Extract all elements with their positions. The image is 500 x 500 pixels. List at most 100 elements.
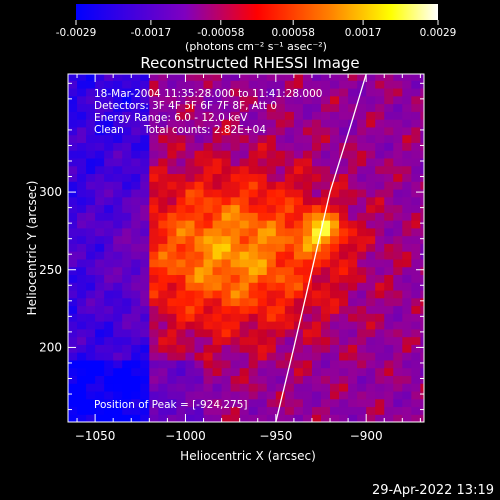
- heatmap-cell: [221, 126, 232, 136]
- heatmap-cell: [86, 95, 96, 105]
- heatmap-cell: [402, 204, 412, 213]
- heatmap-cell: [393, 103, 403, 112]
- heatmap-cell: [104, 297, 114, 307]
- heatmap-cell: [393, 406, 403, 415]
- heatmap-cell: [411, 297, 421, 307]
- heatmap-cell: [320, 126, 331, 136]
- heatmap-cell: [131, 103, 141, 112]
- heatmap-cell: [411, 289, 421, 299]
- heatmap-cell: [330, 142, 340, 151]
- heatmap-cell: [330, 103, 340, 112]
- heatmap-cell: [248, 103, 259, 112]
- heatmap-cell: [86, 220, 96, 229]
- heatmap-cell: [366, 352, 376, 361]
- heatmap-cell: [86, 266, 96, 276]
- heatmap-cell: [257, 406, 268, 415]
- heatmap-cell: [104, 359, 114, 369]
- heatmap-cell: [104, 414, 114, 422]
- heatmap-cell: [348, 142, 358, 151]
- heatmap-cell: [95, 134, 105, 143]
- heatmap-cell: [131, 258, 141, 268]
- heatmap-cell: [275, 80, 286, 89]
- heatmap-cell: [357, 196, 367, 206]
- heatmap-cell: [357, 359, 367, 369]
- heatmap-cell: [185, 173, 196, 182]
- heatmap-cell: [140, 212, 150, 221]
- heatmap-cell: [68, 235, 78, 244]
- heatmap-cell: [194, 266, 205, 276]
- heatmap-cell: [266, 150, 277, 159]
- heatmap-cell: [320, 398, 331, 408]
- heatmap-cell: [104, 196, 114, 206]
- heatmap-cell: [122, 398, 132, 408]
- heatmap-cell: [284, 188, 295, 198]
- heatmap-cell: [68, 150, 78, 159]
- heatmap-cell: [311, 328, 322, 338]
- heatmap-cell: [68, 74, 78, 81]
- heatmap-cell: [104, 398, 114, 408]
- heatmap-cell: [284, 181, 295, 190]
- heatmap-cell: [293, 126, 304, 136]
- heatmap-cell: [185, 305, 196, 314]
- heatmap-cell: [239, 243, 250, 252]
- heatmap-cell: [330, 414, 340, 422]
- heatmap-cell: [230, 336, 241, 345]
- heatmap-cell: [176, 126, 187, 136]
- heatmap-cell: [384, 95, 394, 105]
- heatmap-cell: [266, 235, 277, 244]
- heatmap-cell: [284, 398, 295, 408]
- heatmap-cell: [366, 297, 376, 307]
- heatmap-cell: [68, 126, 78, 136]
- heatmap-cell: [185, 165, 196, 175]
- heatmap-cell: [293, 212, 304, 221]
- heatmap-cell: [239, 367, 250, 376]
- heatmap-cell: [167, 258, 178, 268]
- heatmap-cell: [384, 414, 394, 422]
- heatmap-cell: [366, 313, 376, 322]
- heatmap-cell: [68, 390, 78, 400]
- heatmap-cell: [357, 266, 367, 276]
- heatmap-cell: [203, 87, 214, 97]
- heatmap-cell: [77, 150, 87, 159]
- heatmap-cell: [212, 289, 223, 299]
- heatmap-cell: [176, 344, 187, 353]
- heatmap-cell: [203, 258, 214, 268]
- heatmap-cell: [239, 150, 250, 159]
- heatmap-cell: [257, 119, 268, 128]
- heatmap-cell: [248, 375, 259, 384]
- heatmap-cell: [140, 196, 150, 206]
- heatmap-cell: [95, 258, 105, 268]
- heatmap-cell: [230, 305, 241, 314]
- heatmap-cell: [384, 111, 394, 120]
- y-tick-label: 200: [39, 340, 62, 354]
- heatmap-cell: [384, 188, 394, 198]
- heatmap-cell: [348, 181, 358, 190]
- heatmap-cell: [68, 173, 78, 182]
- heatmap-cell: [77, 220, 87, 229]
- heatmap-cell: [221, 173, 232, 182]
- heatmap-cell: [194, 165, 205, 175]
- heatmap-cell: [320, 289, 331, 299]
- heatmap-cell: [140, 188, 150, 198]
- heatmap-cell: [275, 251, 286, 260]
- heatmap-cell: [104, 289, 114, 299]
- heatmap-cell: [411, 181, 421, 190]
- heatmap-cell: [140, 406, 150, 415]
- heatmap-cell: [230, 321, 241, 330]
- heatmap-cell: [68, 305, 78, 314]
- heatmap-cell: [257, 227, 268, 237]
- heatmap-cell: [311, 274, 322, 283]
- heatmap-cell: [149, 188, 159, 198]
- heatmap-cell: [257, 282, 268, 291]
- heatmap-cell: [167, 367, 178, 376]
- heatmap-cell: [366, 181, 376, 190]
- heatmap-cell: [149, 375, 159, 384]
- heatmap-cell: [411, 212, 421, 221]
- heatmap-cell: [77, 119, 87, 128]
- heatmap-cell: [302, 274, 313, 283]
- heatmap-cell: [212, 414, 223, 422]
- heatmap-cell: [402, 119, 412, 128]
- heatmap-cell: [348, 212, 358, 221]
- heatmap-cell: [203, 406, 214, 415]
- heatmap-cell: [339, 204, 349, 213]
